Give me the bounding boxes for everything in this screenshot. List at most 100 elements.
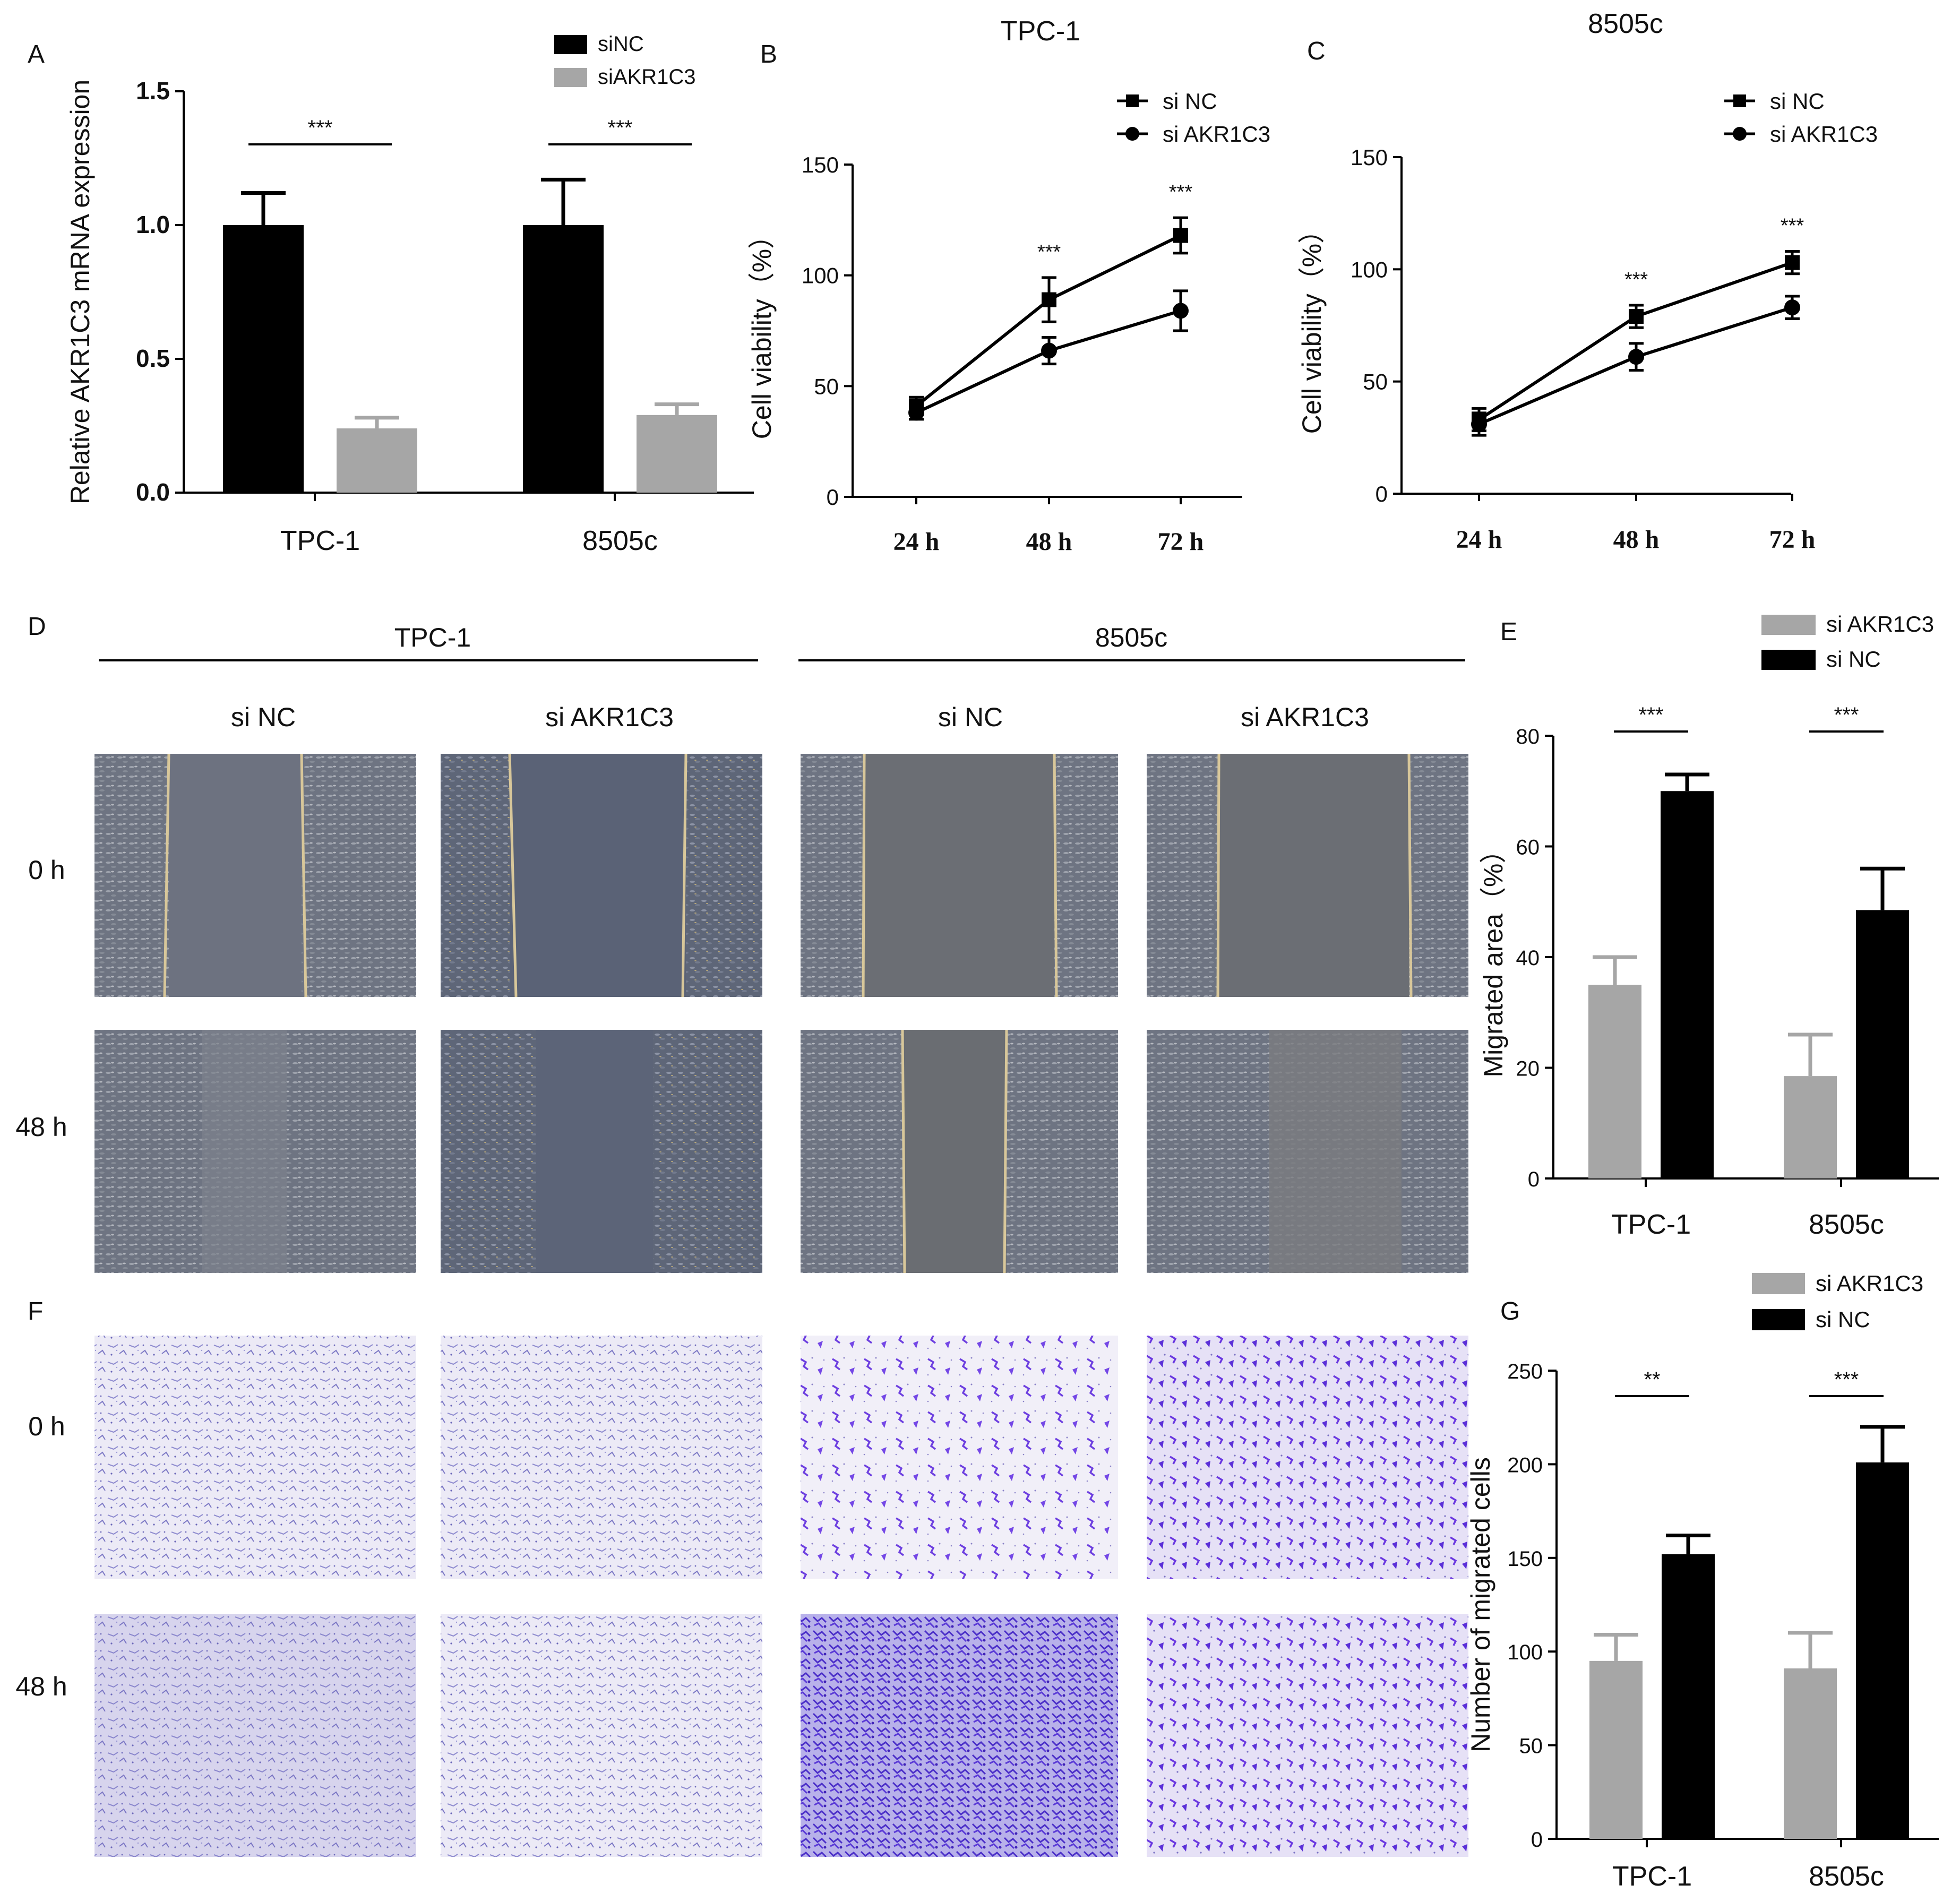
y-axis-label: Cell viability（%） — [1297, 217, 1327, 434]
transwell-image-8505c-sinc-0h — [801, 1336, 1118, 1579]
row-label-0h: 0 h — [28, 855, 65, 885]
transwell-image-tpc1-siakr1c3-0h — [441, 1336, 762, 1579]
y-tick-label: 50 — [814, 374, 839, 399]
x-tick-label-tpc-1: TPC-1 — [1612, 1861, 1692, 1892]
significance-label-tpc-1: *** — [308, 116, 333, 140]
bar-sinc-tpc-1 — [223, 225, 304, 493]
x-tick-label-8505c: 8505c — [582, 526, 658, 556]
transwell-density-overlay — [94, 1614, 416, 1857]
bar-si-akr1c3-8505c — [1784, 1076, 1837, 1178]
y-tick-label: 50 — [1363, 369, 1388, 394]
point-si-akr1c3-48-h — [1628, 349, 1644, 365]
y-tick-label: 50 — [1519, 1735, 1543, 1758]
y-tick-label: 0.5 — [136, 345, 170, 372]
significance-label-8505c: *** — [1834, 1368, 1859, 1391]
y-tick-label: 250 — [1507, 1360, 1543, 1383]
y-tick-label: 80 — [1516, 725, 1540, 748]
point-si-nc-48-h — [1629, 309, 1644, 324]
legend-label-si-nc: si NC — [1770, 89, 1825, 114]
point-si-akr1c3-72-h — [1784, 299, 1800, 316]
significance-label-8505c: *** — [608, 116, 633, 140]
wound-image-8505c-siakr1c3-48h — [1147, 1030, 1468, 1273]
point-si-akr1c3-48-h — [1041, 342, 1057, 359]
y-tick-label: 150 — [1507, 1547, 1543, 1571]
transwell-image-8505c-siakr1c3-48h — [1147, 1614, 1468, 1857]
column-label-1: si NC — [231, 702, 296, 732]
transwell-image-8505c-siakr1c3-0h — [1147, 1336, 1468, 1579]
x-tick-label-8505c: 8505c — [1809, 1861, 1884, 1892]
legend-label-sinc: siNC — [598, 32, 644, 56]
bar-siakr1c3-8505c — [637, 415, 717, 493]
legend-swatch-si-nc — [1761, 650, 1816, 670]
group-label-tpc1: TPC-1 — [394, 623, 471, 652]
chart-a-relative-expression: 0.0 0.5 1.0 1.5 Relative AKR1C3 mRNA express… — [65, 32, 754, 556]
y-tick-label: 0 — [1531, 1828, 1543, 1852]
panel-label-g: G — [1500, 1297, 1520, 1326]
wound-image-tpc1-sinc-48h — [94, 1030, 416, 1273]
x-tick-label-24-h: 24 h — [893, 528, 940, 556]
x-tick-label-48-h: 48 h — [1026, 528, 1072, 556]
bar-si-nc-tpc-1 — [1661, 791, 1714, 1178]
transwell-image-tpc1-siakr1c3-48h — [441, 1614, 762, 1857]
significance-label-48-h: *** — [1624, 269, 1648, 291]
x-tick-label-72-h: 72 h — [1158, 528, 1204, 556]
y-axis-label: Number of migrated cells — [1466, 1457, 1495, 1752]
panel-label-c: C — [1307, 37, 1326, 65]
y-tick-label: 20 — [1516, 1057, 1540, 1081]
transwell-image-tpc1-sinc-0h — [94, 1336, 416, 1579]
wound-image-8505c-siakr1c3-0h — [1147, 753, 1468, 997]
legend-label-si-akr1c3: si AKR1C3 — [1816, 1271, 1923, 1296]
legend-swatch-si-akr1c3 — [1752, 1273, 1805, 1294]
y-tick-label: 60 — [1516, 836, 1540, 859]
point-si-akr1c3-24-h — [1471, 416, 1487, 432]
wound-image-tpc1-siakr1c3-0h — [441, 753, 762, 997]
significance-label-8505c: *** — [1834, 703, 1859, 727]
x-tick-label-24-h: 24 h — [1456, 526, 1502, 554]
legend-marker-si-akr1c3 — [1125, 127, 1139, 141]
chart-b-tpc1-viability: 0 50 100 150 Cell viability（%） TPC-1 24 h 48 h 7… — [747, 16, 1270, 556]
bar-si-nc-8505c — [1856, 910, 1909, 1178]
wound-image-tpc1-sinc-0h — [94, 753, 416, 997]
point-si-akr1c3-24-h — [908, 405, 924, 421]
bar-si-akr1c3-tpc-1 — [1588, 985, 1641, 1178]
x-tick-label-tpc-1: TPC-1 — [280, 526, 360, 556]
x-tick-label-48-h: 48 h — [1613, 526, 1660, 554]
y-tick-label: 100 — [1507, 1641, 1543, 1664]
y-tick-label: 1.0 — [136, 211, 170, 238]
significance-label-72-h: *** — [1169, 181, 1193, 203]
chart-g-migrated-cells: 0 50 100 150 200 250 Number of migrated cells T… — [1466, 1271, 1939, 1892]
legend-swatch-si-nc — [1752, 1309, 1805, 1330]
wound-image-tpc1-siakr1c3-48h — [441, 1030, 762, 1273]
significance-label-48-h: *** — [1037, 241, 1061, 263]
bar-si-akr1c3-tpc-1 — [1589, 1660, 1643, 1839]
panel-d-wound-healing: TPC-1 8505c si NC si AKR1C3 si NC si AKR… — [15, 623, 1468, 1273]
panel-f-transwell: 0 h 48 h — [15, 1336, 1468, 1857]
legend-marker-si-nc — [1733, 94, 1746, 107]
legend-label-siakr1c3: siAKR1C3 — [598, 65, 696, 89]
legend-label-si-akr1c3: si AKR1C3 — [1163, 122, 1270, 147]
y-tick-label: 1.5 — [136, 77, 170, 105]
legend-swatch-sinc — [554, 35, 587, 54]
significance-label-tpc-1: ** — [1644, 1368, 1660, 1391]
y-tick-label: 150 — [802, 152, 839, 177]
legend-label-si-akr1c3: si AKR1C3 — [1826, 612, 1934, 636]
column-label-3: si NC — [938, 702, 1003, 732]
y-tick-label: 0.0 — [136, 478, 170, 506]
wound-image-8505c-sinc-0h — [801, 753, 1118, 997]
x-tick-label-tpc-1: TPC-1 — [1611, 1209, 1691, 1240]
y-tick-label: 0 — [1376, 481, 1388, 506]
wound-image-8505c-sinc-48h — [801, 1029, 1118, 1273]
panel-label-f: F — [28, 1297, 43, 1326]
point-si-nc-72-h — [1785, 255, 1800, 270]
bar-si-akr1c3-8505c — [1784, 1668, 1837, 1839]
y-tick-label: 40 — [1516, 946, 1540, 970]
y-tick-label: 100 — [1351, 257, 1388, 282]
legend-swatch-si-akr1c3 — [1761, 615, 1816, 635]
x-tick-label-8505c: 8505c — [1809, 1209, 1884, 1240]
transwell-image-tpc1-sinc-48h — [94, 1614, 416, 1857]
panel-label-e: E — [1500, 618, 1517, 646]
legend-marker-si-nc — [1126, 94, 1139, 107]
point-si-nc-72-h — [1173, 228, 1188, 243]
chart-c-8505c-viability: 0 50 100 150 Cell viability（%） 8505c 24 h 48 h 7… — [1297, 8, 1878, 554]
